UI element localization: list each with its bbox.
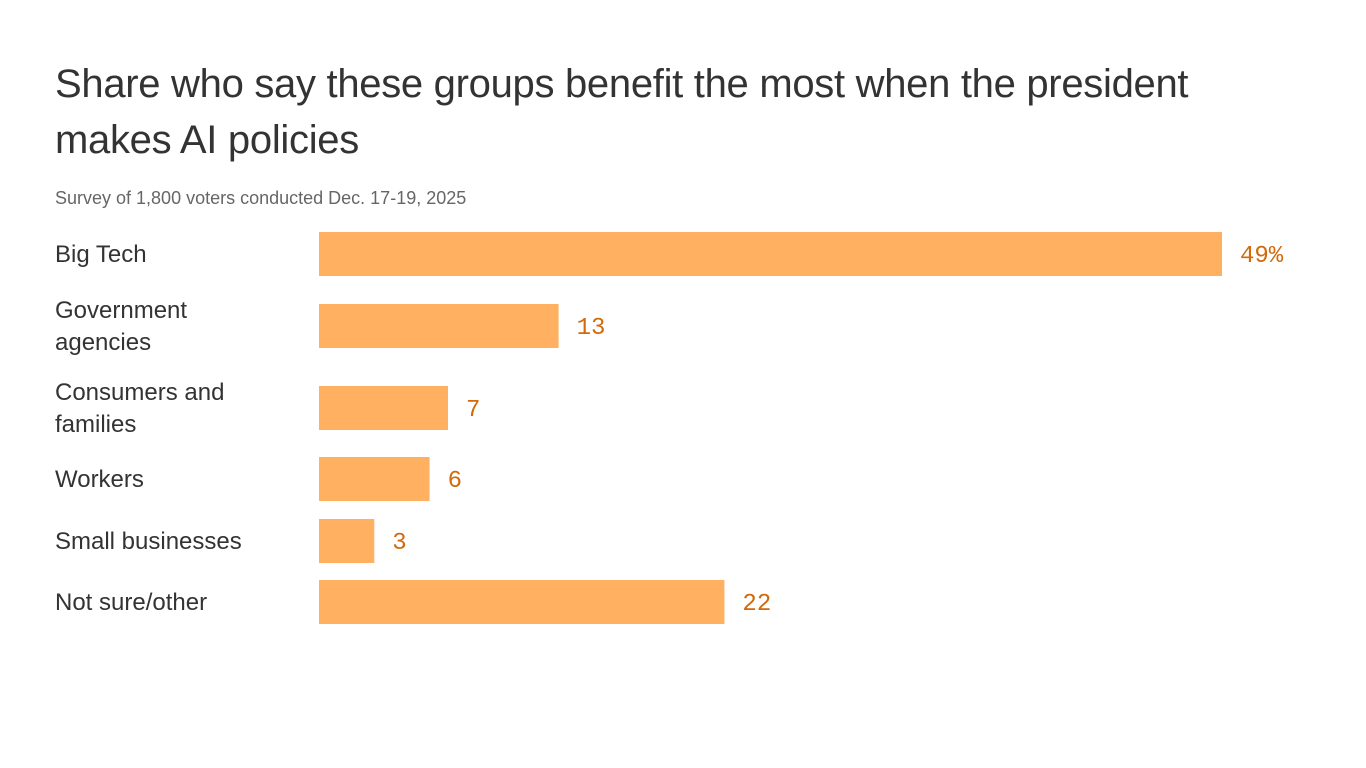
category-label: Consumers and families — [55, 379, 224, 438]
value-label: 22 — [742, 591, 771, 618]
category-label: Not sure/other — [55, 589, 207, 616]
bar-4 — [319, 519, 375, 563]
chart-title: Share who say these groups benefit the m… — [55, 62, 1189, 162]
bar-3 — [319, 457, 430, 501]
category-label: Small businesses — [55, 528, 242, 555]
value-label: 7 — [466, 397, 480, 424]
value-label: 6 — [448, 468, 462, 495]
category-label: Workers — [55, 466, 144, 493]
chart-subtitle: Survey of 1,800 voters conducted Dec. 17… — [55, 188, 467, 208]
category-label: Big Tech — [55, 241, 147, 268]
bar-0 — [319, 232, 1222, 276]
bar-2 — [319, 386, 448, 430]
category-label: Government agencies — [55, 297, 187, 356]
bar-1 — [319, 304, 559, 348]
value-label: 3 — [392, 530, 406, 557]
value-label: 13 — [577, 315, 606, 342]
bar-5 — [319, 580, 725, 624]
value-label: 49% — [1240, 243, 1284, 270]
